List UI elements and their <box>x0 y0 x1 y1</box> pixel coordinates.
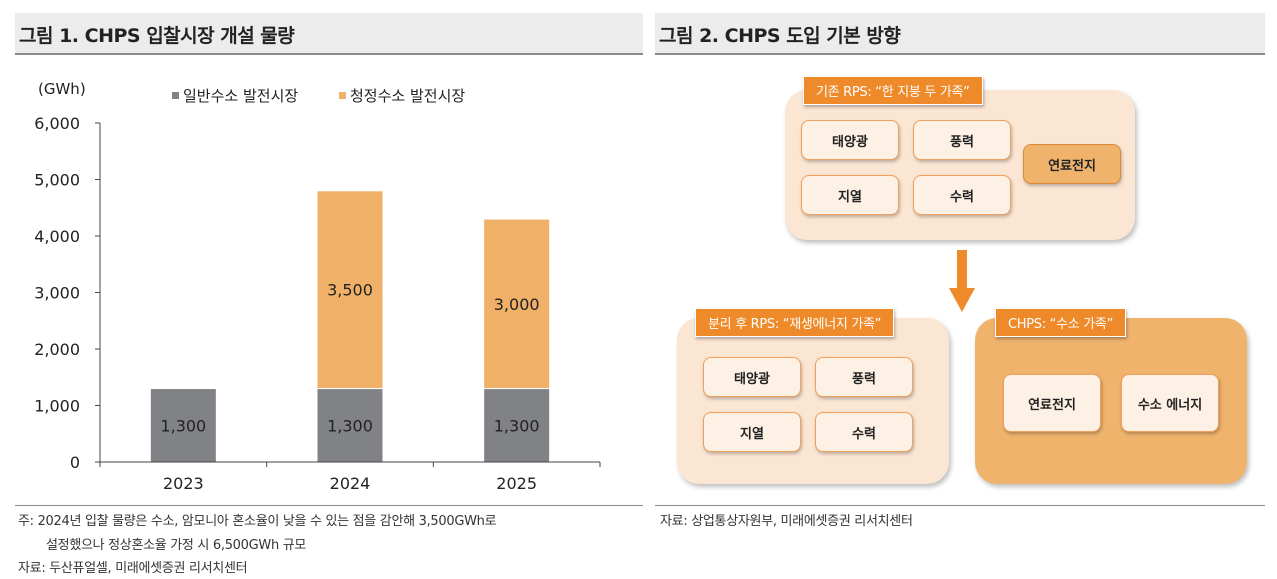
down-arrow-icon <box>949 250 975 312</box>
y-axis: 0 1,000 2,000 3,000 4,000 5,000 6,000 <box>34 114 101 472</box>
node-existing-geothermal: 지열 <box>801 175 899 215</box>
node-existing-solar: 태양광 <box>801 120 899 160</box>
x-tick-label: 2023 <box>163 474 204 493</box>
figure1-note-1: 주: 2024년 입찰 물량은 수소, 암모니아 혼소율이 낮을 수 있는 점을… <box>18 514 497 529</box>
y-tick-label: 1,000 <box>34 397 80 416</box>
group-label-existing-rps: 기존 RPS: “한 지붕 두 가족” <box>803 76 983 105</box>
x-tick-label: 2025 <box>496 474 537 493</box>
legend-swatch-1 <box>339 92 346 99</box>
node-chps-hydrogen: 수소 에너지 <box>1121 374 1219 432</box>
bar-2025-series-1 <box>483 218 551 390</box>
data-label: 1,300 <box>494 416 540 435</box>
bar-2024-series-1 <box>316 190 384 390</box>
y-tick-label: 0 <box>70 453 80 472</box>
y-tick-label: 6,000 <box>34 114 80 133</box>
group-after-split-rps <box>677 318 949 484</box>
figure2-header: 그림 2. CHPS 도입 기본 방향 <box>655 13 1265 55</box>
figure2-footer-rule <box>655 505 1265 506</box>
data-label: 3,500 <box>327 281 373 300</box>
y-tick-label: 4,000 <box>34 227 80 246</box>
x-axis: 2023 2024 2025 <box>99 461 601 493</box>
group-label-chps: CHPS: “수소 가족” <box>995 308 1126 337</box>
bars: 1,300 1,300 3,500 1,300 3,000 <box>149 190 551 463</box>
legend-label-1: 청정수소 발전시장 <box>350 87 465 105</box>
y-tick-label: 5,000 <box>34 171 80 190</box>
node-split-geothermal: 지열 <box>703 412 801 452</box>
y-tick-label: 3,000 <box>34 284 80 303</box>
node-chps-fuelcell: 연료전지 <box>1003 374 1101 432</box>
data-label: 3,000 <box>494 295 540 314</box>
y-unit-label: (GWh) <box>38 80 86 98</box>
y-tick-label: 2,000 <box>34 340 80 359</box>
bar-2023-series-0 <box>149 388 217 463</box>
figure1-source: 자료: 두산퓨얼셀, 미래에셋증권 리서치센터 <box>18 561 248 576</box>
node-split-wind: 풍력 <box>815 357 913 397</box>
node-existing-hydro: 수력 <box>913 175 1011 215</box>
figure1-title: 그림 1. CHPS 입찰시장 개설 물량 <box>19 25 295 47</box>
chps-diagram: 기존 RPS: “한 지붕 두 가족” 태양광 풍력 지열 수력 연료전지 분리… <box>655 60 1265 500</box>
node-existing-fuelcell: 연료전지 <box>1023 144 1121 184</box>
legend-swatch-0 <box>172 92 179 99</box>
figure1-footer-rule <box>15 505 643 506</box>
legend: 일반수소 발전시장 청정수소 발전시장 <box>172 87 465 105</box>
figure2-title: 그림 2. CHPS 도입 기본 방향 <box>659 25 901 47</box>
figure1-header: 그림 1. CHPS 입찰시장 개설 물량 <box>15 13 643 55</box>
figure2-source: 자료: 상업통상자원부, 미래에셋증권 리서치센터 <box>660 514 913 529</box>
bar-2025-series-0 <box>483 388 551 463</box>
legend-label-0: 일반수소 발전시장 <box>183 87 298 105</box>
data-label: 1,300 <box>160 416 206 435</box>
stacked-bar-chart: (GWh) 일반수소 발전시장 청정수소 발전시장 0 1,000 2,000 3,00… <box>34 80 601 493</box>
figure1-note-2: 설정했으나 정상혼소율 가정 시 6,500GWh 규모 <box>46 538 307 553</box>
x-tick-label: 2024 <box>330 474 371 493</box>
node-split-solar: 태양광 <box>703 357 801 397</box>
data-label: 1,300 <box>327 416 373 435</box>
group-label-after-split-rps: 분리 후 RPS: “재생에너지 가족” <box>695 308 895 337</box>
node-split-hydro: 수력 <box>815 412 913 452</box>
node-existing-wind: 풍력 <box>913 120 1011 160</box>
bar-2024-series-0 <box>316 388 384 463</box>
